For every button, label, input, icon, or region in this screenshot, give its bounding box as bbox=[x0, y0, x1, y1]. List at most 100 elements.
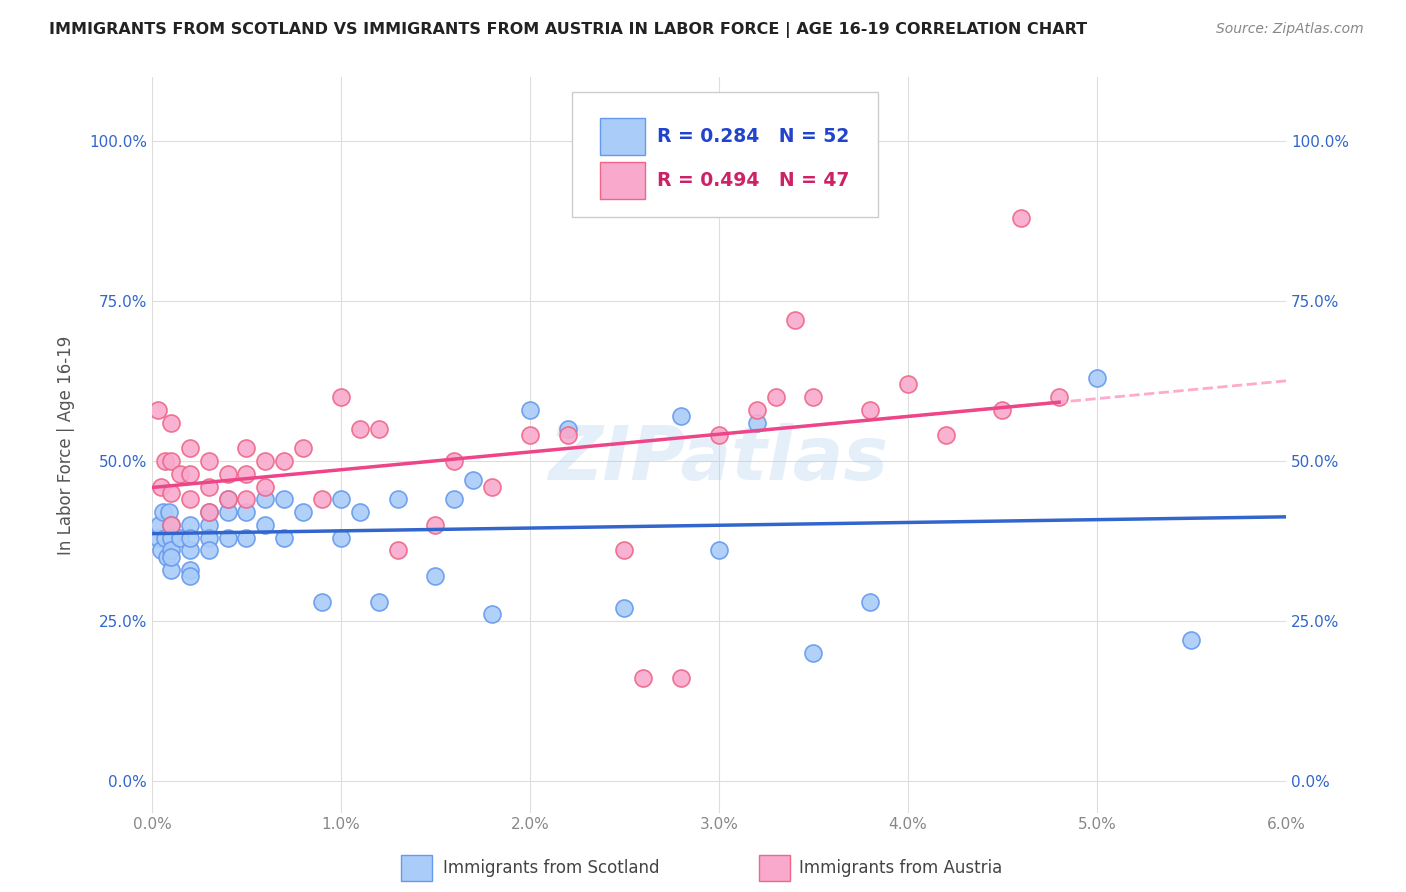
Text: IMMIGRANTS FROM SCOTLAND VS IMMIGRANTS FROM AUSTRIA IN LABOR FORCE | AGE 16-19 C: IMMIGRANTS FROM SCOTLAND VS IMMIGRANTS F… bbox=[49, 22, 1087, 38]
Point bbox=[707, 543, 730, 558]
Point bbox=[217, 492, 239, 507]
Point bbox=[160, 563, 183, 577]
Point bbox=[387, 492, 409, 507]
Point bbox=[1047, 390, 1070, 404]
Point bbox=[179, 543, 201, 558]
Point bbox=[169, 467, 191, 481]
Text: R = 0.284   N = 52: R = 0.284 N = 52 bbox=[657, 127, 849, 145]
Point bbox=[217, 505, 239, 519]
Point bbox=[1010, 211, 1032, 225]
Point bbox=[197, 531, 219, 545]
Point bbox=[329, 492, 352, 507]
Point bbox=[160, 416, 183, 430]
Point bbox=[217, 467, 239, 481]
Point bbox=[935, 428, 957, 442]
Point bbox=[273, 454, 295, 468]
Y-axis label: In Labor Force | Age 16-19: In Labor Force | Age 16-19 bbox=[58, 335, 75, 555]
Point bbox=[425, 517, 447, 532]
Point bbox=[157, 505, 180, 519]
Point bbox=[197, 543, 219, 558]
Point bbox=[235, 492, 257, 507]
Point bbox=[160, 543, 183, 558]
Point bbox=[463, 473, 485, 487]
Point bbox=[1085, 371, 1108, 385]
Point bbox=[443, 492, 465, 507]
Point bbox=[273, 531, 295, 545]
Point bbox=[669, 671, 692, 685]
Point bbox=[633, 671, 655, 685]
FancyBboxPatch shape bbox=[600, 162, 645, 199]
Point bbox=[669, 409, 692, 424]
Point bbox=[349, 422, 371, 436]
Point bbox=[367, 594, 389, 608]
Point bbox=[803, 646, 825, 660]
Point bbox=[197, 517, 219, 532]
Point bbox=[1180, 632, 1202, 647]
Point bbox=[148, 517, 170, 532]
Point bbox=[613, 601, 636, 615]
Point bbox=[235, 505, 257, 519]
Point bbox=[179, 531, 201, 545]
Point bbox=[160, 549, 183, 564]
Point bbox=[146, 531, 169, 545]
Point bbox=[152, 505, 174, 519]
Point bbox=[160, 517, 183, 532]
Point bbox=[150, 479, 173, 493]
Point bbox=[160, 517, 183, 532]
Point bbox=[745, 416, 768, 430]
Point bbox=[991, 402, 1014, 417]
Point bbox=[443, 454, 465, 468]
Point bbox=[179, 517, 201, 532]
Point bbox=[292, 505, 315, 519]
Point bbox=[235, 441, 257, 455]
Point bbox=[897, 377, 920, 392]
Point bbox=[153, 454, 176, 468]
Point bbox=[311, 492, 333, 507]
Point bbox=[311, 594, 333, 608]
Point bbox=[179, 467, 201, 481]
Point bbox=[481, 607, 503, 622]
Point bbox=[150, 543, 173, 558]
Point bbox=[217, 492, 239, 507]
Text: R = 0.494   N = 47: R = 0.494 N = 47 bbox=[657, 171, 849, 190]
Point bbox=[160, 486, 183, 500]
Point bbox=[179, 492, 201, 507]
Point bbox=[197, 479, 219, 493]
Text: Immigrants from Scotland: Immigrants from Scotland bbox=[443, 859, 659, 877]
Point bbox=[179, 563, 201, 577]
Point bbox=[153, 531, 176, 545]
Point bbox=[557, 428, 579, 442]
Point bbox=[859, 594, 882, 608]
Point bbox=[235, 467, 257, 481]
Point bbox=[254, 479, 277, 493]
Point bbox=[169, 531, 191, 545]
Point bbox=[292, 441, 315, 455]
Point bbox=[387, 543, 409, 558]
Point bbox=[765, 390, 787, 404]
Point bbox=[197, 505, 219, 519]
Point bbox=[425, 569, 447, 583]
Point bbox=[519, 402, 541, 417]
Point bbox=[803, 390, 825, 404]
Point bbox=[707, 428, 730, 442]
Point bbox=[519, 428, 541, 442]
Point bbox=[146, 402, 169, 417]
Text: Source: ZipAtlas.com: Source: ZipAtlas.com bbox=[1216, 22, 1364, 37]
Point bbox=[745, 402, 768, 417]
Point bbox=[197, 454, 219, 468]
Point bbox=[179, 441, 201, 455]
Point bbox=[859, 402, 882, 417]
Point bbox=[329, 390, 352, 404]
Point bbox=[273, 492, 295, 507]
FancyBboxPatch shape bbox=[600, 118, 645, 154]
Point bbox=[254, 492, 277, 507]
Point bbox=[197, 505, 219, 519]
FancyBboxPatch shape bbox=[571, 92, 877, 217]
Point bbox=[160, 454, 183, 468]
Point bbox=[557, 422, 579, 436]
Point bbox=[254, 517, 277, 532]
Point bbox=[254, 454, 277, 468]
Text: ZIPatlas: ZIPatlas bbox=[548, 423, 889, 496]
Point bbox=[156, 549, 179, 564]
Point bbox=[349, 505, 371, 519]
